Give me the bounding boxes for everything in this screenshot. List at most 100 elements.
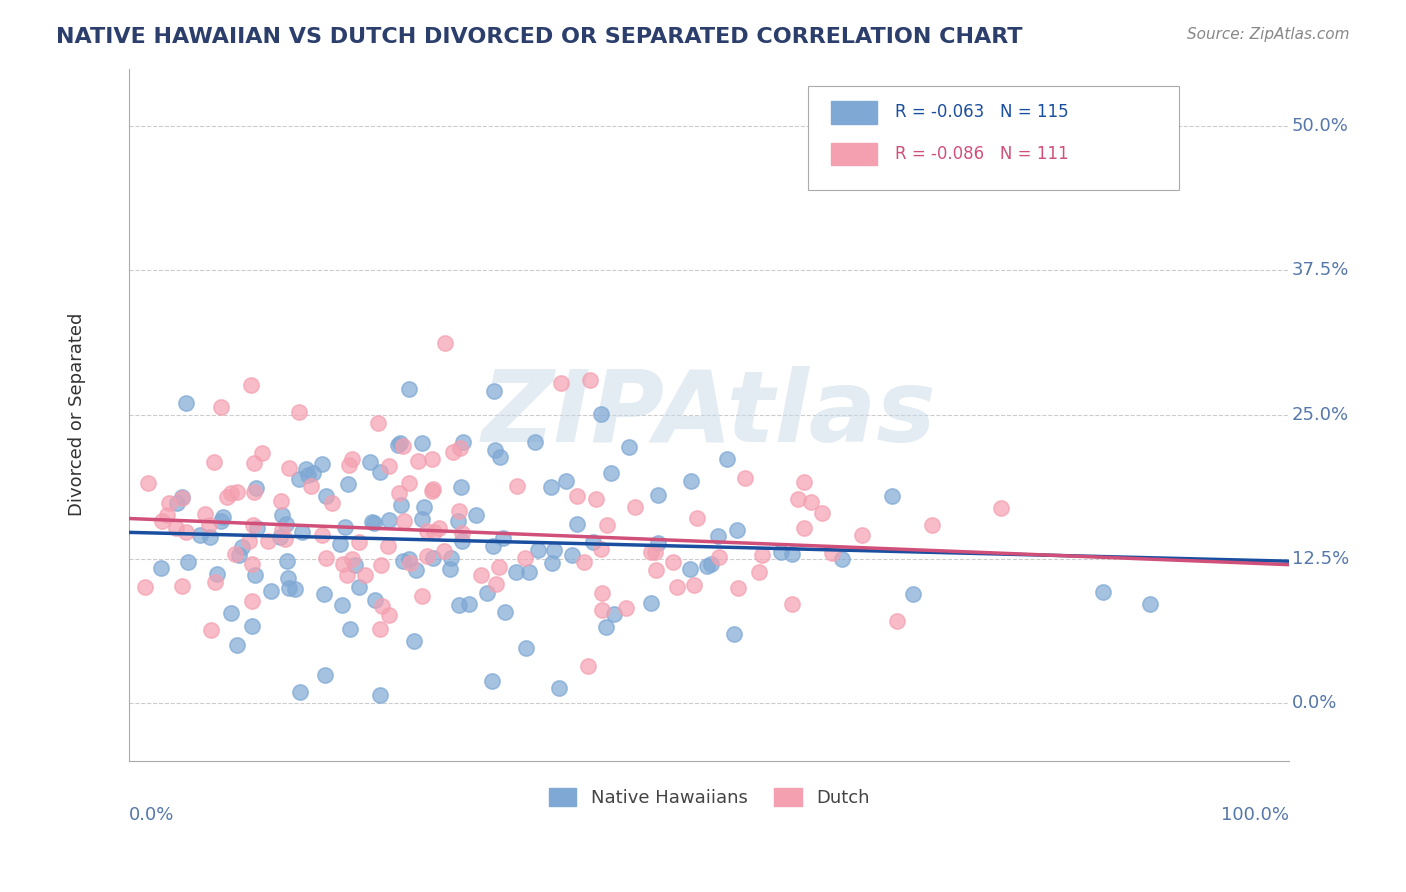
Point <box>297 468 319 483</box>
Point <box>793 521 815 535</box>
Point <box>488 450 510 464</box>
Point <box>683 577 706 591</box>
Point <box>359 455 381 469</box>
Point <box>200 623 222 637</box>
Point <box>1139 598 1161 612</box>
Point <box>614 600 637 615</box>
Point <box>422 451 444 466</box>
Text: ZIPAtlas: ZIPAtlas <box>482 367 936 463</box>
Point <box>647 536 669 550</box>
Point <box>343 558 366 573</box>
Point <box>177 555 200 569</box>
Point <box>579 373 602 387</box>
Point <box>339 623 361 637</box>
Point <box>492 531 515 545</box>
Point <box>716 451 738 466</box>
Point <box>157 495 180 509</box>
Point <box>567 516 589 531</box>
Point <box>277 581 299 595</box>
Text: 0.0%: 0.0% <box>1292 694 1337 712</box>
Point <box>314 668 336 682</box>
Point <box>481 539 503 553</box>
Point <box>277 461 299 475</box>
Point <box>377 513 399 527</box>
FancyBboxPatch shape <box>808 86 1180 190</box>
Point <box>523 435 546 450</box>
Point <box>513 550 536 565</box>
Point <box>821 546 844 560</box>
FancyBboxPatch shape <box>831 143 877 165</box>
Point <box>243 567 266 582</box>
Point <box>603 607 626 621</box>
Point <box>250 445 273 459</box>
Point <box>505 565 527 579</box>
Point <box>188 528 211 542</box>
Point <box>311 527 333 541</box>
Point <box>299 479 322 493</box>
Point <box>595 620 617 634</box>
Point <box>193 508 215 522</box>
Point <box>198 517 221 532</box>
Point <box>228 548 250 562</box>
Point <box>387 437 409 451</box>
Point <box>134 580 156 594</box>
Point <box>166 521 188 535</box>
Point <box>271 508 294 522</box>
Point <box>277 571 299 585</box>
Point <box>623 500 645 514</box>
Point <box>505 479 527 493</box>
Point <box>367 416 389 430</box>
Point <box>572 555 595 569</box>
Point <box>389 498 412 512</box>
Point <box>174 396 197 410</box>
Point <box>156 508 179 523</box>
Point <box>800 495 823 509</box>
Point <box>679 561 702 575</box>
Point <box>465 508 488 523</box>
Point <box>270 523 292 537</box>
Point <box>411 511 433 525</box>
Point <box>274 532 297 546</box>
Point <box>723 627 745 641</box>
Point <box>517 565 540 579</box>
Legend: Native Hawaiians, Dutch: Native Hawaiians, Dutch <box>541 780 877 814</box>
Point <box>751 548 773 562</box>
Point <box>136 476 159 491</box>
Point <box>451 435 474 450</box>
Point <box>209 514 232 528</box>
Point <box>368 465 391 479</box>
Point <box>347 580 370 594</box>
Point <box>404 634 426 648</box>
Point <box>449 441 471 455</box>
Point <box>204 574 226 589</box>
Point <box>420 484 443 499</box>
Point <box>457 597 479 611</box>
Point <box>727 581 749 595</box>
Point <box>831 551 853 566</box>
Point <box>793 475 815 490</box>
Point <box>200 530 222 544</box>
Point <box>243 456 266 470</box>
Point <box>770 545 793 559</box>
Point <box>696 559 718 574</box>
Point <box>371 599 394 614</box>
Point <box>170 579 193 593</box>
Point <box>787 492 810 507</box>
Point <box>423 525 446 540</box>
Point <box>370 558 392 572</box>
Point <box>990 501 1012 516</box>
Point <box>665 580 688 594</box>
Point <box>662 555 685 569</box>
Point <box>515 640 537 655</box>
Point <box>447 504 470 518</box>
Point <box>434 335 457 350</box>
Point <box>447 599 470 613</box>
Point <box>547 681 569 695</box>
Point <box>240 377 263 392</box>
Point <box>921 518 943 533</box>
Point <box>288 405 311 419</box>
Point <box>226 485 249 500</box>
Point <box>291 524 314 539</box>
Point <box>360 515 382 529</box>
Text: 12.5%: 12.5% <box>1292 549 1348 568</box>
